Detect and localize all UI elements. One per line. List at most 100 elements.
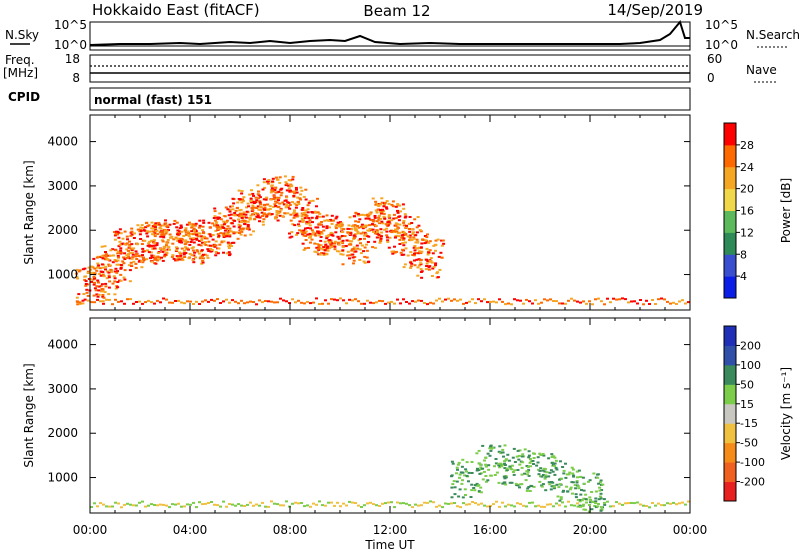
range-cell — [228, 210, 232, 213]
range-cell — [145, 258, 149, 261]
range-cell — [161, 240, 165, 243]
range-cell — [461, 471, 465, 474]
ground-scatter-cell — [519, 503, 522, 506]
range-cell — [130, 227, 134, 230]
range-cell — [93, 281, 96, 284]
range-cell — [283, 212, 287, 215]
range-cell — [95, 293, 99, 296]
range-cell — [103, 258, 107, 261]
ground-scatter-cell — [375, 504, 378, 507]
range-cell — [132, 237, 136, 239]
range-cell — [183, 256, 187, 258]
range-cell — [428, 265, 432, 268]
range-cell — [191, 259, 195, 262]
range-cell — [540, 484, 544, 487]
range-cell — [100, 245, 104, 248]
range-cell — [350, 225, 354, 228]
ground-scatter-cell — [546, 299, 549, 302]
range-cell — [548, 471, 552, 474]
range-cell — [287, 187, 291, 190]
range-cell — [371, 246, 375, 249]
range-cell — [385, 200, 389, 203]
y-tick-label: 4000 — [47, 338, 78, 352]
range-cell — [217, 227, 221, 230]
range-cell — [130, 243, 134, 246]
ground-scatter-cell — [459, 506, 462, 509]
range-cell — [408, 239, 412, 242]
range-cell — [227, 251, 231, 254]
range-cell — [182, 235, 186, 237]
range-cell — [178, 251, 182, 254]
range-cell — [266, 203, 269, 206]
range-cell — [214, 244, 218, 247]
range-cell — [321, 248, 325, 251]
ground-scatter-cell — [252, 504, 255, 507]
range-cell — [184, 246, 188, 249]
range-cell — [299, 193, 303, 196]
ground-scatter-cell — [537, 302, 540, 305]
ground-scatter-cell — [489, 300, 492, 303]
range-cell — [387, 215, 391, 218]
range-cell — [549, 488, 553, 491]
ground-scatter-cell — [195, 506, 198, 509]
range-cell — [152, 254, 156, 257]
range-cell — [143, 239, 147, 242]
range-cell — [513, 461, 517, 463]
range-cell — [246, 227, 249, 230]
range-cell — [596, 476, 600, 479]
range-cell — [278, 214, 282, 217]
range-cell — [107, 286, 111, 289]
range-cell — [399, 210, 402, 213]
range-cell — [295, 215, 299, 218]
cpid-strip-frame — [89, 87, 691, 111]
range-cell — [251, 206, 255, 209]
range-cell — [455, 472, 458, 475]
ground-scatter-cell — [351, 299, 354, 302]
range-cell — [160, 256, 163, 259]
range-cell — [470, 461, 474, 463]
range-cell — [316, 211, 320, 214]
range-cell — [477, 469, 481, 471]
ground-scatter-cell — [282, 299, 285, 302]
range-cell — [198, 257, 202, 260]
range-cell — [193, 229, 196, 232]
ground-scatter-cell — [264, 505, 267, 508]
range-cell — [251, 213, 254, 216]
range-cell — [224, 206, 228, 209]
range-cell — [348, 216, 352, 219]
range-cell — [566, 490, 570, 493]
range-cell — [416, 274, 420, 277]
ground-scatter-cell — [186, 503, 189, 506]
range-cell — [353, 256, 357, 258]
range-cell — [270, 189, 274, 192]
ground-scatter-cell — [615, 501, 618, 504]
range-cell — [220, 224, 224, 227]
range-cell — [180, 257, 184, 260]
range-cell — [598, 481, 602, 484]
range-cell — [255, 199, 259, 202]
range-cell — [96, 262, 100, 265]
range-cell — [582, 497, 586, 500]
range-cell — [397, 219, 401, 222]
range-cell — [382, 205, 386, 208]
range-cell — [301, 219, 305, 222]
range-cell — [363, 246, 367, 249]
range-cell — [259, 205, 262, 208]
range-cell — [365, 256, 369, 259]
range-cell — [236, 214, 240, 217]
range-cell — [358, 248, 362, 251]
range-cell — [111, 254, 115, 257]
range-cell — [453, 486, 457, 489]
range-cell — [141, 239, 145, 242]
range-cell — [518, 449, 522, 452]
range-cell — [225, 235, 229, 238]
ground-scatter-cell — [618, 298, 621, 301]
station-title: Hokkaido East (fitACF) — [92, 1, 260, 19]
ground-scatter-cell — [444, 298, 447, 301]
range-cell — [234, 209, 238, 212]
range-cell — [474, 484, 478, 487]
range-cell — [302, 195, 306, 198]
range-cell — [352, 236, 356, 239]
range-cell — [207, 250, 211, 252]
